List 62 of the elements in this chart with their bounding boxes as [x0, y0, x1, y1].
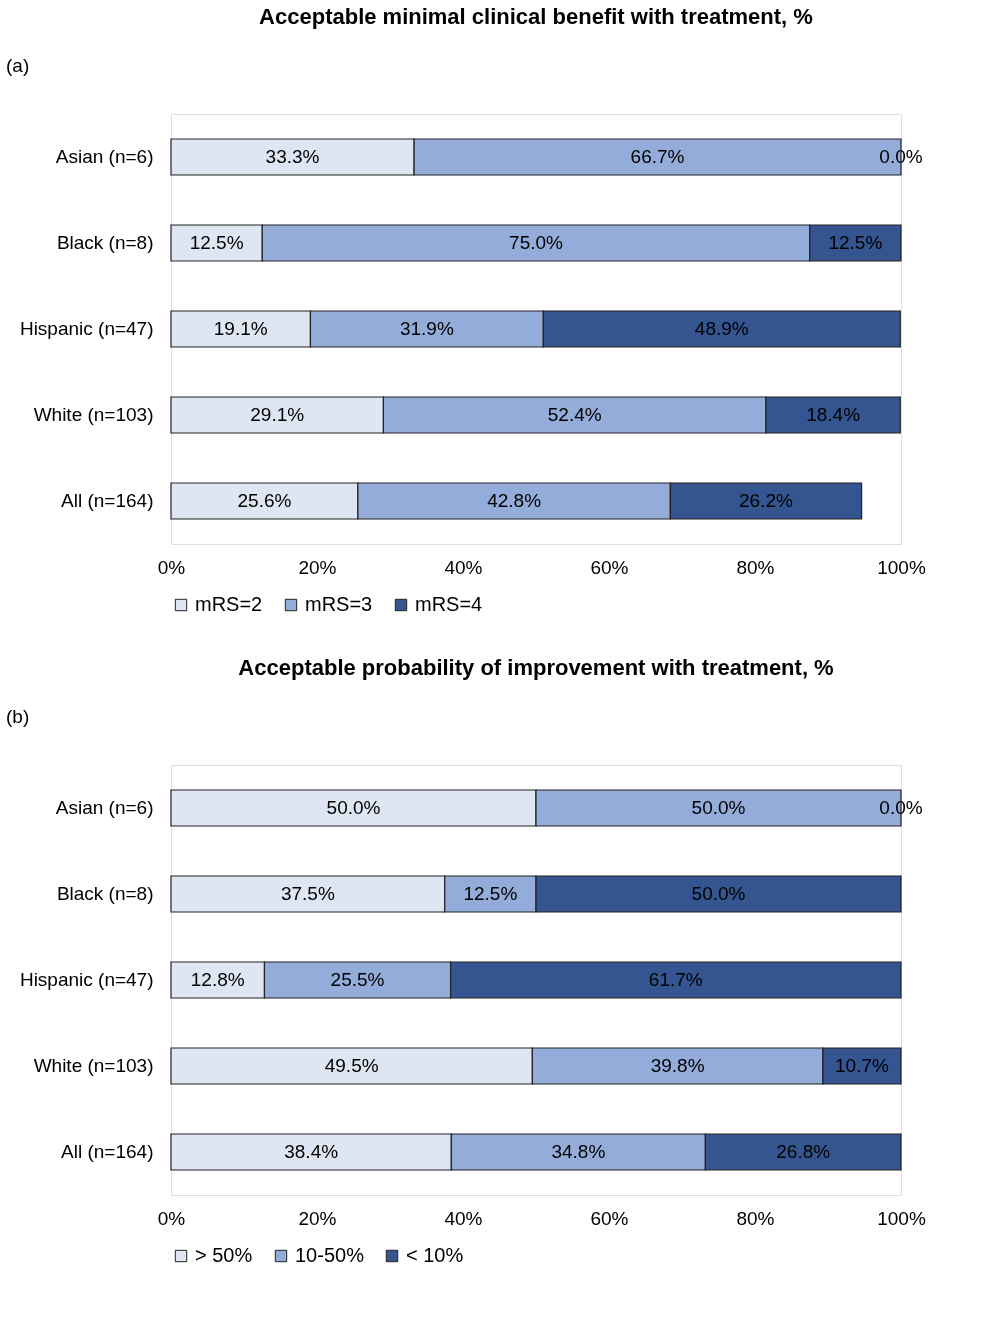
data-label: 52.4% [547, 404, 602, 425]
y-tick-label: Asian (n=6) [55, 797, 154, 818]
x-tick-label: 40% [444, 1207, 483, 1229]
y-tick-label: Hispanic (n=47) [19, 969, 154, 990]
data-label: 29.1% [250, 404, 305, 425]
data-label: 50.0% [691, 883, 746, 904]
data-label: 66.7% [630, 146, 685, 167]
legend-label: > 50% [195, 1244, 253, 1266]
data-label: 26.2% [739, 490, 793, 511]
data-label: 25.6% [237, 490, 292, 511]
chart-title: Acceptable probability of improvement with treatment, % [238, 655, 834, 680]
data-label: 10.7% [835, 1055, 889, 1076]
data-label: 75.0% [509, 232, 564, 253]
data-label: 39.8% [650, 1055, 705, 1076]
y-tick-label: All (n=164) [61, 1141, 154, 1162]
text: (b) [6, 706, 30, 727]
data-label: 25.5% [330, 969, 385, 990]
x-tick-label: 100% [877, 556, 926, 578]
data-label: 12.8% [190, 969, 245, 990]
data-label: 26.8% [776, 1141, 831, 1162]
x-tick-label: 20% [298, 1207, 337, 1229]
data-label: 50.0% [691, 797, 746, 818]
data-label: 33.3% [265, 146, 320, 167]
x-tick-label: 60% [590, 1207, 629, 1229]
data-label: 0.0% [879, 797, 923, 818]
legend-label: mRS=4 [415, 593, 483, 615]
legend-label: mRS=3 [305, 593, 373, 615]
x-tick-label: 80% [736, 1207, 775, 1229]
data-label: 18.4% [806, 404, 861, 425]
y-tick-label: White (n=103) [33, 1055, 154, 1076]
data-label: 61.7% [648, 969, 703, 990]
x-tick-label: 0% [157, 1207, 186, 1229]
data-label: 49.5% [324, 1055, 379, 1076]
y-tick-label: Hispanic (n=47) [19, 318, 154, 339]
data-label: 48.9% [694, 318, 749, 339]
text: (a) [6, 55, 30, 76]
x-tick-label: 60% [590, 556, 629, 578]
data-label: 37.5% [280, 883, 335, 904]
y-tick-label: Black (n=8) [56, 232, 154, 253]
x-tick-label: 20% [298, 556, 337, 578]
data-label: 42.8% [487, 490, 542, 511]
data-label: 38.4% [284, 1141, 339, 1162]
x-tick-label: 80% [736, 556, 775, 578]
y-tick-label: All (n=164) [61, 490, 154, 511]
data-label: 19.1% [213, 318, 268, 339]
y-tick-label: Black (n=8) [56, 883, 154, 904]
y-tick-label: White (n=103) [33, 404, 154, 425]
legend-label: < 10% [406, 1244, 464, 1266]
data-label: 0.0% [879, 146, 923, 167]
data-label: 12.5% [828, 232, 883, 253]
data-label: 31.9% [399, 318, 454, 339]
x-tick-label: 100% [877, 1207, 926, 1229]
y-tick-label: Asian (n=6) [55, 146, 154, 167]
data-label: 50.0% [326, 797, 381, 818]
data-label: 34.8% [551, 1141, 606, 1162]
x-tick-label: 0% [157, 556, 186, 578]
data-label: 12.5% [463, 883, 518, 904]
legend-label: mRS=2 [195, 593, 263, 615]
x-tick-label: 40% [444, 556, 483, 578]
legend-label: 10-50% [295, 1244, 365, 1266]
data-label: 12.5% [189, 232, 244, 253]
chart-title: Acceptable minimal clinical benefit with treatment, % [259, 4, 813, 29]
